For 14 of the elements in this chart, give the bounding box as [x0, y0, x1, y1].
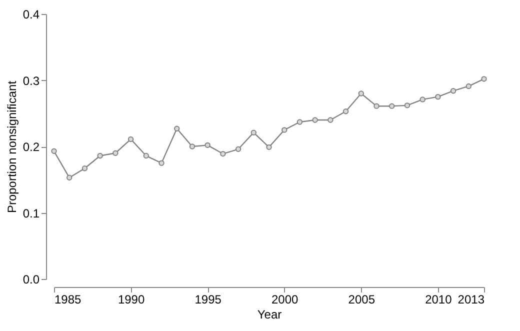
- x-tick-label: 1985: [54, 292, 82, 306]
- y-tick-label: 0.1: [22, 206, 40, 220]
- x-tick-label: 1995: [194, 292, 222, 306]
- y-tick-label: 0.2: [22, 140, 40, 154]
- x-axis-title: Year: [257, 308, 282, 322]
- x-tick-label: 1990: [118, 292, 145, 306]
- y-axis-title: Proportion nonsignificant: [4, 80, 19, 214]
- y-tick-label: 0.3: [22, 74, 40, 88]
- x-tick-label: 2013: [458, 292, 485, 306]
- y-tick-label: 0.4: [22, 8, 40, 22]
- x-tick-label: 2010: [425, 292, 452, 306]
- x-tick-label: 2000: [272, 292, 299, 306]
- x-tick-label: 2005: [348, 292, 376, 306]
- y-tick-label: 0.0: [22, 272, 40, 286]
